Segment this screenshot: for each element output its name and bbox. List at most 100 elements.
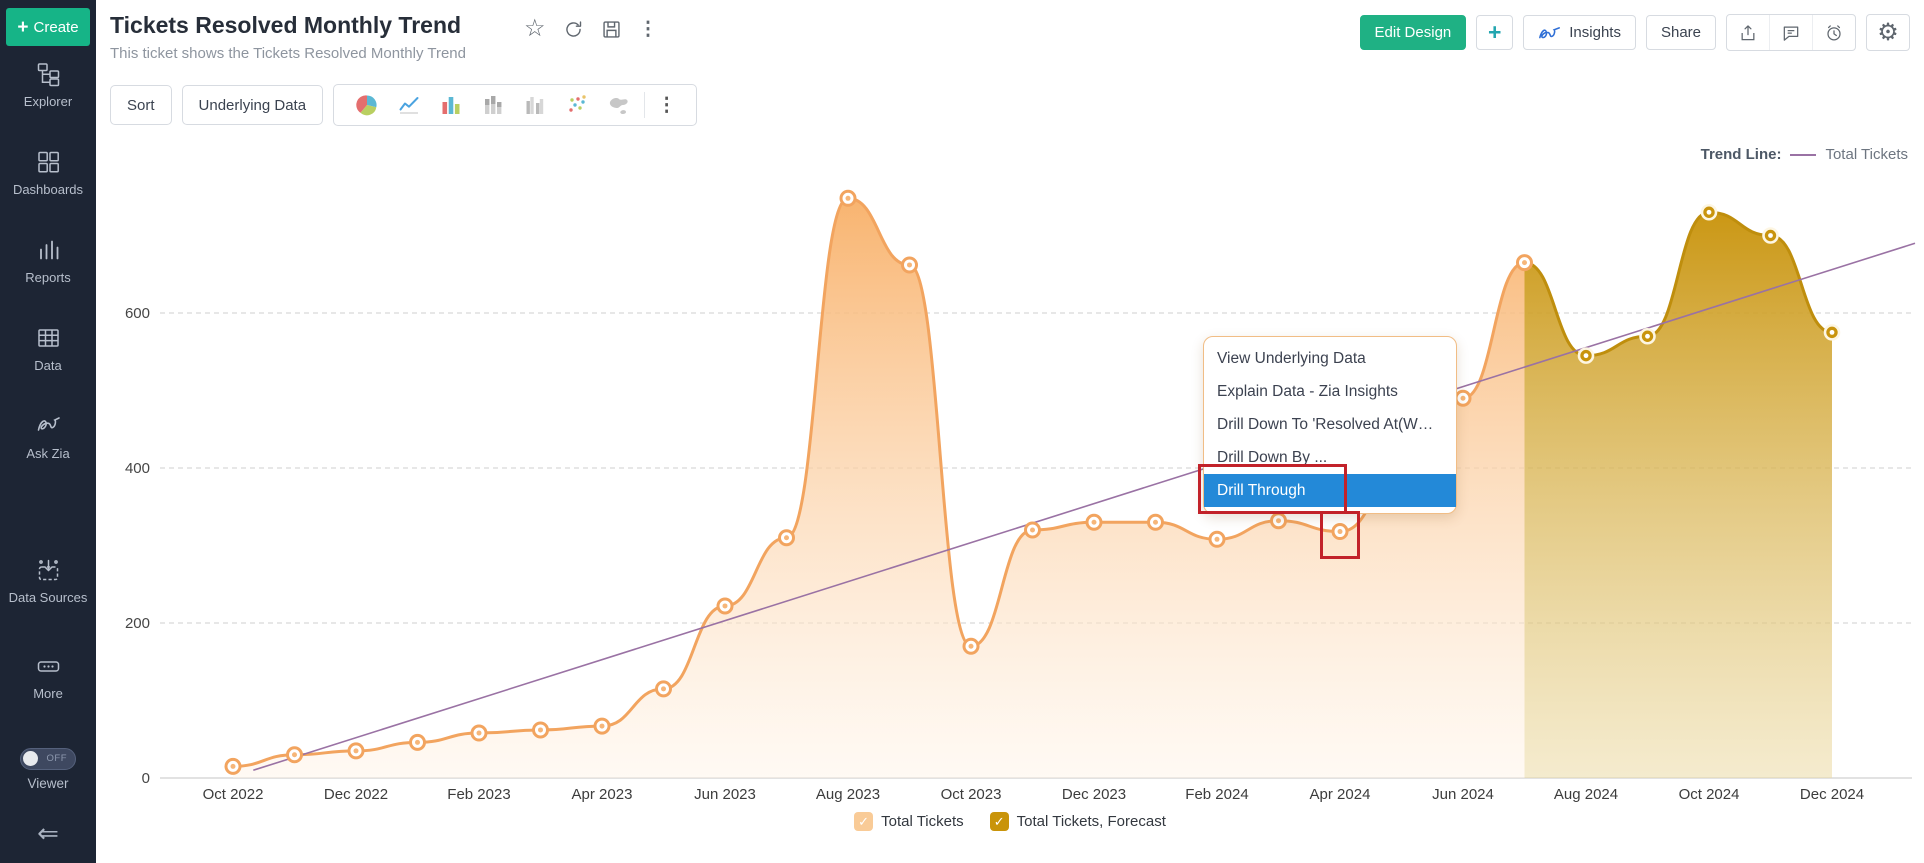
data-sources-icon: [38, 559, 58, 581]
edit-design-button[interactable]: Edit Design: [1359, 15, 1467, 50]
dashboards-icon: [37, 151, 59, 173]
header-actions: Edit Design + Insights Share ⚙: [1359, 14, 1910, 51]
legend-checkbox[interactable]: ✓: [989, 812, 1009, 831]
refresh-icon[interactable]: [563, 19, 584, 40]
legend-label: Total Tickets: [881, 813, 964, 830]
x-axis-tick-label: Jun 2024: [1432, 786, 1494, 803]
sort-button[interactable]: Sort: [110, 85, 172, 125]
chart-type-kebab-icon[interactable]: ⋮: [657, 94, 677, 116]
add-button[interactable]: +: [1476, 15, 1514, 50]
x-axis-tick-label: Dec 2023: [1062, 786, 1126, 803]
share-button[interactable]: Share: [1645, 15, 1716, 50]
sidebar-item-data-sources[interactable]: Data Sources: [0, 558, 96, 605]
sidebar-item-more[interactable]: More: [0, 654, 96, 701]
sidebar: + Create Explorer Dashboards Reports Data As…: [0, 0, 96, 863]
legend-item-total-tickets-forecast[interactable]: ✓ Total Tickets, Forecast: [989, 812, 1166, 831]
menu-item-view-underlying-data[interactable]: View Underlying Data: [1217, 350, 1366, 367]
x-axis-tick-label: Feb 2024: [1185, 786, 1248, 803]
x-axis-tick-label: Aug 2024: [1554, 786, 1618, 803]
sidebar-item-data[interactable]: Data: [0, 326, 96, 373]
page-title: Tickets Resolved Monthly Trend: [110, 12, 462, 38]
sidebar-item-label: More: [33, 686, 63, 701]
favorite-star-icon[interactable]: ☆: [524, 15, 546, 42]
x-axis-tick-label: Dec 2022: [324, 786, 388, 803]
trend-line-swatch: [1790, 153, 1817, 156]
main-area: Tickets Resolved Monthly Trend ☆ ⋮ This …: [96, 0, 1924, 863]
menu-item-drill-down-by[interactable]: Drill Down By ...: [1217, 449, 1328, 466]
chart-toolbar: Sort Underlying Data ⋮: [110, 84, 698, 126]
trend-legend-series: Total Tickets: [1825, 146, 1908, 163]
sidebar-item-label: Ask Zia: [26, 446, 70, 461]
annotation-box-drill-through: [1198, 464, 1347, 514]
sidebar-item-label: Dashboards: [12, 182, 84, 197]
pie-chart-icon[interactable]: [346, 93, 388, 117]
chart-legend: ✓ Total Tickets ✓ Total Tickets, Forecast: [96, 812, 1924, 831]
insights-label: Insights: [1569, 24, 1621, 41]
sidebar-item-explorer[interactable]: Explorer: [0, 62, 96, 109]
comment-icon[interactable]: [1769, 15, 1812, 50]
sidebar-item-ask-zia[interactable]: Ask Zia: [0, 414, 96, 461]
x-axis-tick-label: Feb 2023: [447, 786, 510, 803]
actual-line: [232, 196, 1525, 768]
export-icon[interactable]: [1727, 15, 1769, 50]
y-axis-tick-label: 0: [142, 770, 150, 787]
x-axis-tick-label: Oct 2022: [203, 786, 264, 803]
settings-gear-icon[interactable]: ⚙: [1866, 14, 1910, 51]
x-axis-tick-label: Apr 2023: [572, 786, 633, 803]
divider: [644, 92, 646, 118]
alert-clock-icon[interactable]: [1812, 15, 1855, 50]
sidebar-item-label: Reports: [25, 270, 71, 285]
map-chart-icon[interactable]: [598, 93, 640, 117]
title-action-icons: ☆ ⋮: [524, 17, 658, 41]
viewer-toggle[interactable]: OFF: [20, 748, 76, 770]
annotation-box-data-point: [1320, 511, 1360, 559]
chart-type-switcher: ⋮: [333, 84, 698, 126]
forecast-line: [1524, 210, 1833, 358]
toggle-knob: [23, 751, 38, 766]
zia-insights-button[interactable]: Insights: [1523, 15, 1636, 50]
more-options-kebab-icon[interactable]: ⋮: [638, 18, 658, 40]
sidebar-item-label: Explorer: [23, 94, 73, 109]
trend-line-legend: Trend Line: Total Tickets: [1701, 146, 1908, 163]
create-button[interactable]: + Create: [6, 8, 90, 46]
trend-line: [253, 242, 1916, 772]
actual-area: [233, 198, 1525, 779]
trend-area-chart[interactable]: 0 200 400 600 Oct 2022 Dec 2022 Feb 2023 Apr 20…: [96, 0, 1924, 863]
legend-label: Total Tickets, Forecast: [1016, 813, 1166, 830]
x-axis-tick-label: Dec 2024: [1800, 786, 1864, 803]
save-icon[interactable]: [601, 19, 622, 40]
menu-item-drill-down-to-resolved-at-w[interactable]: Drill Down To 'Resolved At(W…: [1217, 416, 1434, 433]
underlying-data-button[interactable]: Underlying Data: [181, 85, 324, 125]
create-label: Create: [33, 18, 79, 36]
bar-chart-icon[interactable]: [430, 93, 472, 117]
legend-item-total-tickets[interactable]: ✓ Total Tickets: [854, 812, 964, 831]
x-axis-tick-label: Oct 2023: [941, 786, 1002, 803]
reports-icon: [39, 240, 58, 260]
ask-zia-icon: [37, 417, 60, 431]
viewer-label: Viewer: [27, 776, 69, 791]
y-axis-tick-label: 400: [125, 460, 150, 477]
data-icon: [37, 329, 59, 347]
scatter-chart-icon[interactable]: [556, 93, 598, 117]
legend-checkbox[interactable]: ✓: [854, 812, 874, 831]
page-subtitle: This ticket shows the Tickets Resolved M…: [110, 45, 466, 62]
sidebar-item-dashboards[interactable]: Dashboards: [0, 150, 96, 197]
explorer-icon: [37, 63, 59, 87]
menu-item-drill-through[interactable]: Drill Through: [1204, 474, 1456, 507]
forecast-area: [1524, 212, 1832, 778]
zia-icon: [1539, 26, 1561, 38]
toggle-state-label: OFF: [46, 753, 67, 764]
menu-item-explain-data-zia-insights[interactable]: Explain Data - Zia Insights: [1217, 383, 1398, 400]
y-axis-tick-label: 600: [125, 305, 150, 322]
stacked-bar-icon[interactable]: [472, 93, 514, 117]
line-chart-icon[interactable]: [388, 93, 430, 117]
grouped-bar-icon[interactable]: [514, 93, 556, 117]
collapse-sidebar-icon[interactable]: ⇐: [37, 818, 59, 848]
header-icon-group: [1726, 14, 1856, 51]
x-axis-tick-label: Jun 2023: [694, 786, 756, 803]
more-icon: [37, 661, 59, 672]
x-axis-tick-label: Oct 2024: [1679, 786, 1740, 803]
trend-legend-prefix: Trend Line:: [1700, 146, 1782, 163]
context-menu: View Underlying Data Explain Data - Zia I…: [1203, 336, 1457, 514]
sidebar-item-reports[interactable]: Reports: [0, 238, 96, 285]
